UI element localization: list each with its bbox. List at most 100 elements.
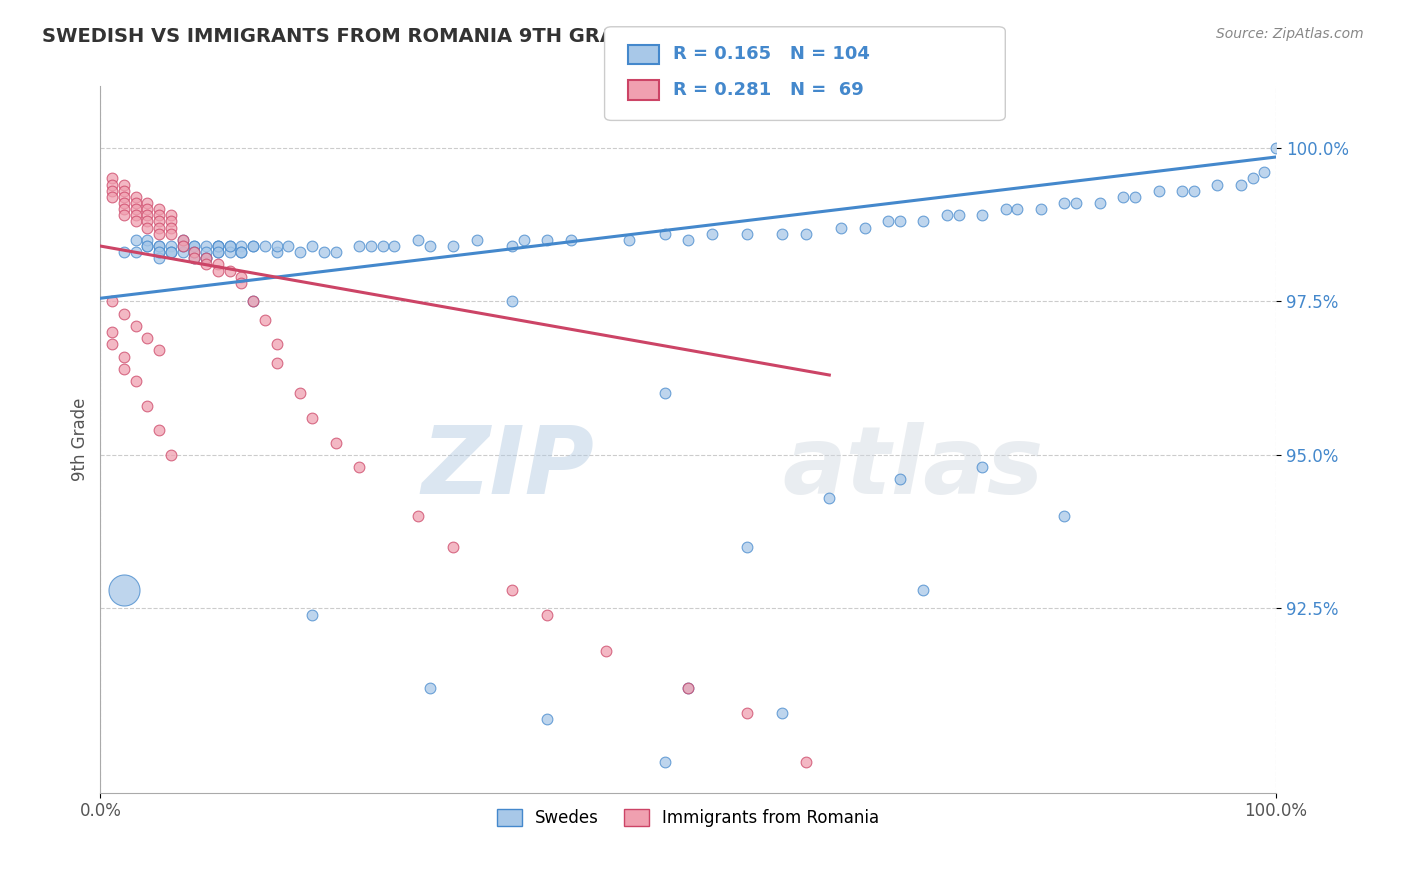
Point <box>218 263 240 277</box>
Text: R = 0.281   N =  69: R = 0.281 N = 69 <box>673 81 865 99</box>
Point <box>112 184 135 198</box>
Point <box>441 239 464 253</box>
Point <box>1007 202 1029 217</box>
Point <box>301 607 323 622</box>
Point <box>136 331 159 345</box>
Point <box>536 712 558 726</box>
Point <box>112 178 135 192</box>
Point <box>794 227 817 241</box>
Point <box>172 239 194 253</box>
Point <box>160 239 183 253</box>
Point <box>160 220 183 235</box>
Point <box>207 239 229 253</box>
Point <box>735 540 758 554</box>
Point <box>183 245 205 260</box>
Point <box>195 252 218 266</box>
Point <box>371 239 394 253</box>
Point <box>853 220 876 235</box>
Point <box>972 208 994 222</box>
Point <box>595 644 617 658</box>
Point <box>195 257 218 271</box>
Point <box>148 227 170 241</box>
Point <box>654 755 676 769</box>
Point <box>148 239 170 253</box>
Point <box>1206 178 1229 192</box>
Point <box>676 681 699 696</box>
Point <box>172 239 194 253</box>
Point <box>160 208 183 222</box>
Point <box>770 706 793 720</box>
Point <box>1253 165 1275 179</box>
Point <box>160 214 183 228</box>
Point <box>242 239 264 253</box>
Point <box>148 214 170 228</box>
Point <box>124 374 146 388</box>
Point <box>148 220 170 235</box>
Point <box>101 325 124 339</box>
Point <box>124 233 146 247</box>
Y-axis label: 9th Grade: 9th Grade <box>72 398 89 481</box>
Point <box>112 196 135 211</box>
Point <box>301 239 323 253</box>
Point <box>124 202 146 217</box>
Point <box>101 171 124 186</box>
Point <box>172 233 194 247</box>
Point <box>136 196 159 211</box>
Point <box>183 239 205 253</box>
Point <box>818 491 841 505</box>
Point <box>948 208 970 222</box>
Point <box>124 245 146 260</box>
Point <box>183 239 205 253</box>
Point <box>972 460 994 475</box>
Point <box>1053 509 1076 524</box>
Text: SWEDISH VS IMMIGRANTS FROM ROMANIA 9TH GRADE CORRELATION CHART: SWEDISH VS IMMIGRANTS FROM ROMANIA 9TH G… <box>42 27 884 45</box>
Point <box>195 252 218 266</box>
Point <box>136 239 159 253</box>
Point <box>101 190 124 204</box>
Point <box>560 233 582 247</box>
Point <box>136 239 159 253</box>
Point <box>1112 190 1135 204</box>
Point <box>830 220 852 235</box>
Point <box>501 239 523 253</box>
Point <box>124 196 146 211</box>
Point <box>1182 184 1205 198</box>
Point <box>136 233 159 247</box>
Point <box>1147 184 1170 198</box>
Point <box>360 239 382 253</box>
Point <box>325 435 347 450</box>
Point <box>465 233 488 247</box>
Point <box>195 252 218 266</box>
Point <box>207 239 229 253</box>
Point <box>266 245 288 260</box>
Point <box>136 208 159 222</box>
Point <box>231 245 253 260</box>
Point <box>231 276 253 290</box>
Point <box>207 245 229 260</box>
Point <box>347 239 370 253</box>
Point <box>112 582 135 597</box>
Point <box>619 233 641 247</box>
Point <box>253 312 276 326</box>
Point <box>889 214 911 228</box>
Point <box>735 227 758 241</box>
Point <box>242 294 264 309</box>
Point <box>112 190 135 204</box>
Point <box>112 208 135 222</box>
Point <box>207 245 229 260</box>
Point <box>242 239 264 253</box>
Point <box>218 239 240 253</box>
Point <box>231 239 253 253</box>
Point <box>101 294 124 309</box>
Point <box>124 208 146 222</box>
Text: Source: ZipAtlas.com: Source: ZipAtlas.com <box>1216 27 1364 41</box>
Point <box>112 307 135 321</box>
Point <box>218 245 240 260</box>
Point <box>172 233 194 247</box>
Point <box>654 227 676 241</box>
Point <box>406 509 429 524</box>
Point <box>124 190 146 204</box>
Point <box>312 245 335 260</box>
Text: atlas: atlas <box>782 422 1043 514</box>
Point <box>1123 190 1146 204</box>
